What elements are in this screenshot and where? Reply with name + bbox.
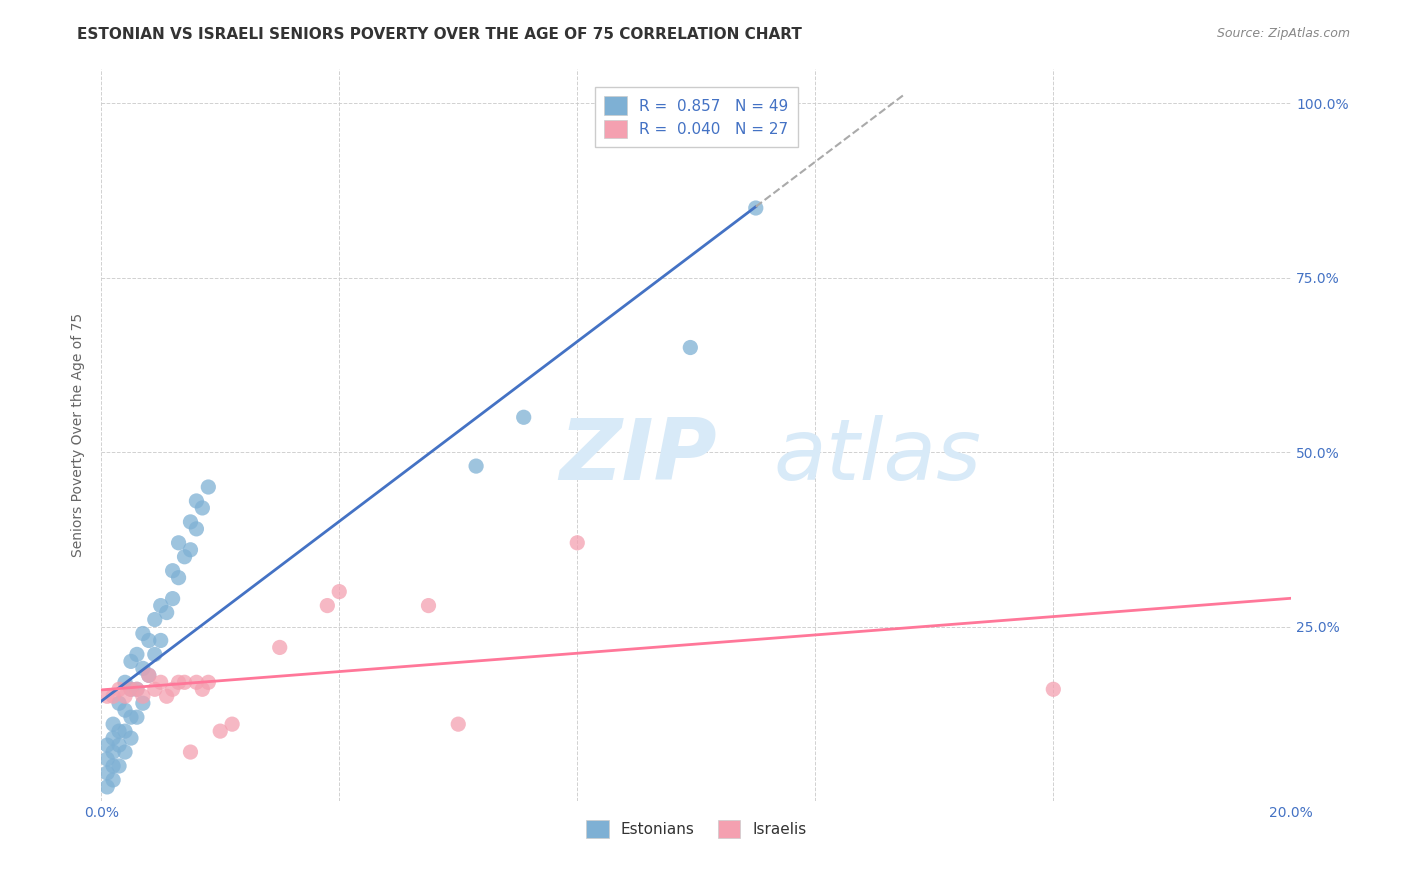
Point (101, 759, 124, 773)
Point (138, 668, 160, 682)
Point (162, 564, 184, 578)
Point (186, 522, 208, 536)
Point (197, 480, 219, 494)
Point (197, 675, 219, 690)
Point (114, 703, 136, 717)
Point (101, 731, 124, 745)
Point (173, 675, 195, 690)
Point (179, 515, 201, 529)
Point (173, 549, 195, 564)
Point (96, 752, 118, 766)
Point (567, 536, 589, 550)
Point (191, 500, 214, 515)
Legend: Estonians, Israelis: Estonians, Israelis (579, 814, 813, 845)
Point (316, 599, 339, 613)
Point (1042, 682, 1064, 697)
Point (149, 599, 172, 613)
Point (125, 710, 148, 724)
Point (186, 494, 208, 508)
Point (186, 675, 208, 690)
Point (162, 682, 184, 697)
Point (120, 682, 142, 697)
Point (108, 759, 131, 773)
Point (120, 682, 142, 697)
Point (162, 591, 184, 606)
Point (143, 682, 166, 697)
Point (418, 599, 440, 613)
Text: ZIP: ZIP (560, 415, 717, 498)
Point (108, 724, 131, 739)
Point (120, 654, 142, 668)
Point (114, 724, 136, 739)
Point (512, 410, 534, 425)
Point (138, 633, 160, 648)
Point (96, 766, 118, 780)
Point (143, 613, 166, 627)
Point (149, 675, 172, 690)
Text: ESTONIAN VS ISRAELI SENIORS POVERTY OVER THE AGE OF 75 CORRELATION CHART: ESTONIAN VS ISRAELI SENIORS POVERTY OVER… (77, 27, 803, 42)
Point (138, 668, 160, 682)
Point (679, 341, 702, 355)
Point (269, 640, 291, 655)
Point (101, 745, 124, 759)
Point (167, 536, 190, 550)
Point (125, 682, 148, 697)
Point (108, 738, 131, 752)
Point (191, 682, 214, 697)
Point (167, 571, 190, 585)
Point (132, 626, 155, 640)
Point (114, 690, 136, 704)
Point (156, 606, 179, 620)
Point (149, 633, 172, 648)
Point (101, 772, 124, 787)
Point (101, 717, 124, 731)
Y-axis label: Seniors Poverty Over the Age of 75: Seniors Poverty Over the Age of 75 (72, 312, 86, 557)
Point (101, 690, 124, 704)
Point (120, 731, 142, 745)
Point (209, 724, 232, 739)
Point (745, 201, 768, 215)
Point (221, 717, 243, 731)
Point (132, 690, 155, 704)
Point (108, 696, 131, 710)
Text: Source: ZipAtlas.com: Source: ZipAtlas.com (1216, 27, 1350, 40)
Point (96, 780, 118, 794)
Point (120, 710, 142, 724)
Point (328, 584, 350, 599)
Point (132, 696, 155, 710)
Point (132, 661, 155, 675)
Point (125, 682, 148, 697)
Point (96, 690, 118, 704)
Point (447, 717, 470, 731)
Point (156, 690, 179, 704)
Text: atlas: atlas (773, 415, 981, 498)
Point (96, 738, 118, 752)
Point (108, 682, 131, 697)
Point (114, 745, 136, 759)
Point (143, 648, 166, 662)
Point (125, 648, 148, 662)
Point (179, 542, 201, 557)
Point (114, 675, 136, 690)
Point (465, 459, 488, 474)
Point (179, 745, 201, 759)
Point (167, 675, 190, 690)
